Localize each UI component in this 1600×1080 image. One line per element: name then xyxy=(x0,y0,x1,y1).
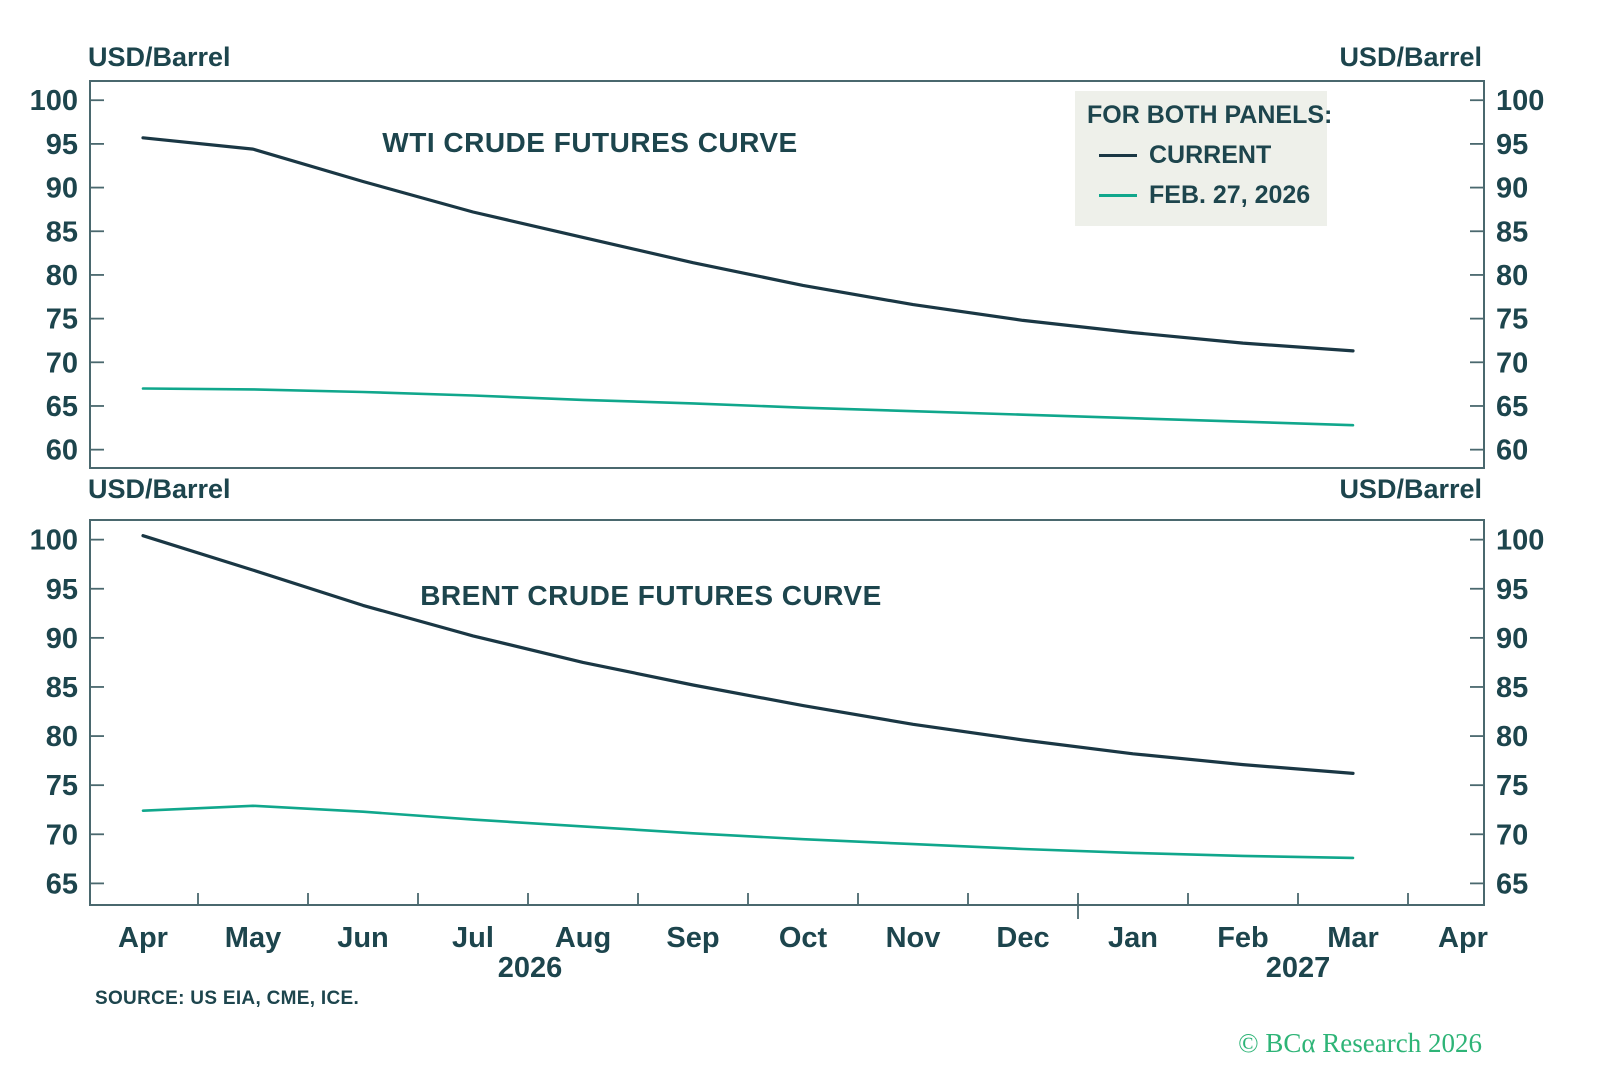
y-tick-label-left: 95 xyxy=(46,129,78,161)
y-tick-label-left: 75 xyxy=(46,304,78,336)
x-tick-label-month: Apr xyxy=(1438,922,1488,954)
unit-label-mid-right: USD/Barrel xyxy=(1339,474,1482,504)
x-tick-label-month: Jan xyxy=(1108,922,1158,954)
y-tick-label-right: 80 xyxy=(1496,260,1528,292)
y-tick-label-right: 85 xyxy=(1496,672,1528,704)
legend-heading: FOR BOTH PANELS: xyxy=(1087,101,1333,129)
brent-panel-title: BRENT CRUDE FUTURES CURVE xyxy=(420,580,882,611)
y-tick-label-left: 100 xyxy=(30,85,78,117)
legend: FOR BOTH PANELS: CURRENT FEB. 27, 2026 xyxy=(1075,91,1333,226)
x-tick-label-month: Jul xyxy=(452,922,494,954)
y-tick-label-right: 95 xyxy=(1496,574,1528,606)
legend-item-feb: FEB. 27, 2026 xyxy=(1087,181,1315,210)
y-tick-label-left: 90 xyxy=(46,623,78,655)
y-tick-label-left: 70 xyxy=(46,819,78,851)
y-tick-label-left: 100 xyxy=(30,525,78,557)
y-tick-label-left: 80 xyxy=(46,721,78,753)
x-tick-label-year: 2026 xyxy=(498,952,563,984)
y-tick-label-right: 65 xyxy=(1496,868,1528,900)
copyright-note: © BCα Research 2026 xyxy=(1238,1028,1482,1058)
y-tick-label-left: 65 xyxy=(46,391,78,423)
x-tick-label-month: Mar xyxy=(1327,922,1379,954)
y-tick-label-right: 100 xyxy=(1496,525,1544,557)
y-tick-label-right: 100 xyxy=(1496,85,1544,117)
y-tick-label-left: 85 xyxy=(46,216,78,248)
legend-item-current: CURRENT xyxy=(1087,141,1315,170)
y-tick-label-right: 90 xyxy=(1496,173,1528,205)
legend-item-current-label: CURRENT xyxy=(1149,141,1272,169)
y-tick-label-right: 60 xyxy=(1496,435,1528,467)
feb-line-swatch xyxy=(1099,194,1137,197)
y-tick-label-left: 85 xyxy=(46,672,78,704)
x-tick-label-month: Jun xyxy=(337,922,389,954)
wti-panel-title: WTI CRUDE FUTURES CURVE xyxy=(382,127,798,158)
x-tick-label-month: Nov xyxy=(886,922,941,954)
x-tick-label-month: Apr xyxy=(118,922,168,954)
feb-27-2026-line xyxy=(141,804,1355,860)
x-tick-label-month: Feb xyxy=(1217,922,1269,954)
y-tick-label-left: 90 xyxy=(46,173,78,205)
x-tick-label-year: 2027 xyxy=(1266,952,1331,984)
x-tick-label-month: Dec xyxy=(996,922,1049,954)
current-line xyxy=(141,534,1355,776)
current-line-swatch xyxy=(1099,154,1137,157)
y-tick-label-left: 95 xyxy=(46,574,78,606)
unit-label-top-left: USD/Barrel xyxy=(88,42,231,72)
panel-border xyxy=(89,519,1485,906)
y-tick-label-right: 65 xyxy=(1496,391,1528,423)
brent-panel: 65 65 70 70 75 75 80 80 85 85 90 90 95 95 100 100 xyxy=(30,519,1544,906)
current-line xyxy=(141,136,1355,353)
y-tick-label-right: 70 xyxy=(1496,347,1528,379)
y-tick-label-right: 70 xyxy=(1496,819,1528,851)
y-tick-label-right: 95 xyxy=(1496,129,1528,161)
y-tick-label-right: 80 xyxy=(1496,721,1528,753)
wti-panel: 60 60 65 65 70 70 75 75 80 80 85 85 90 90 95 95 100 100 xyxy=(30,80,1544,469)
legend-item-feb-label: FEB. 27, 2026 xyxy=(1149,181,1311,209)
x-tick-label-month: Sep xyxy=(666,922,719,954)
y-tick-label-left: 70 xyxy=(46,347,78,379)
y-tick-label-right: 90 xyxy=(1496,623,1528,655)
y-tick-label-right: 85 xyxy=(1496,216,1528,248)
x-tick-label-month: Oct xyxy=(779,922,828,954)
y-tick-label-left: 60 xyxy=(46,435,78,467)
x-tick-label-month: Aug xyxy=(555,922,611,954)
unit-label-top-right: USD/Barrel xyxy=(1339,42,1482,72)
y-tick-label-left: 65 xyxy=(46,868,78,900)
y-tick-label-left: 75 xyxy=(46,770,78,802)
source-note: SOURCE: US EIA, CME, ICE. xyxy=(95,988,360,1009)
x-tick-label-month: May xyxy=(225,922,281,954)
y-tick-label-left: 80 xyxy=(46,260,78,292)
feb-27-2026-line xyxy=(141,387,1355,427)
y-tick-label-right: 75 xyxy=(1496,770,1528,802)
unit-label-mid-left: USD/Barrel xyxy=(88,474,231,504)
x-axis: Apr May Jun Jul Aug Sep Oct Nov Dec Jan Feb Mar Apr 2… xyxy=(118,893,1488,984)
y-tick-label-right: 75 xyxy=(1496,304,1528,336)
